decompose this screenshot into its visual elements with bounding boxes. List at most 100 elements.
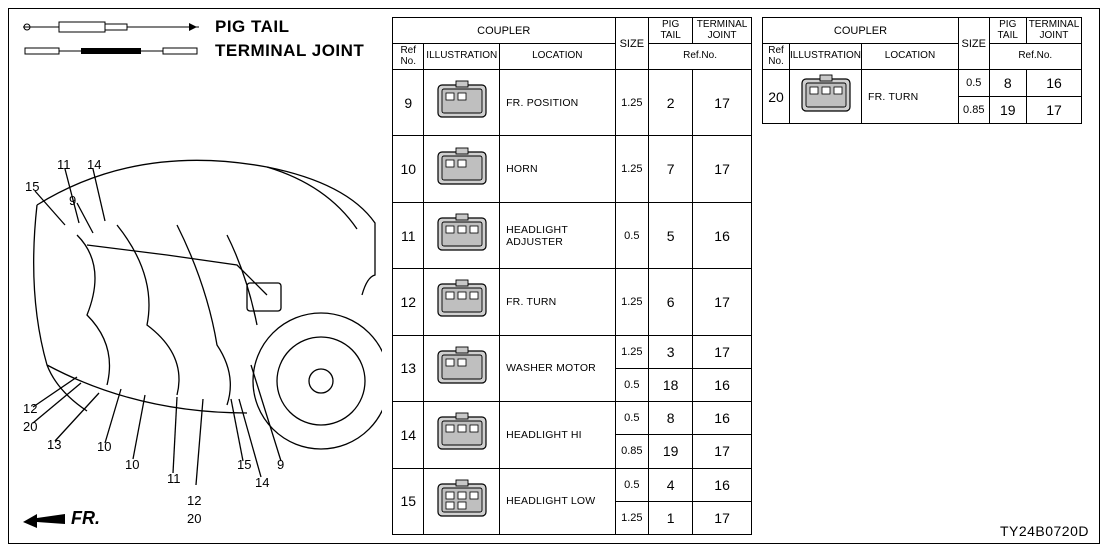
hdr-loc-2: LOCATION [862, 44, 959, 70]
vehicle-svg [17, 65, 382, 485]
cell-size: 1.25 [615, 70, 649, 136]
cell-ref: 9 [393, 70, 424, 136]
cell-ref: 12 [393, 269, 424, 335]
cell-pigtail: 1 [649, 501, 693, 534]
cell-size: 0.85 [615, 435, 649, 468]
hdr-tj-2: TERMINAL JOINT [1026, 18, 1081, 44]
cell-tj: 17 [693, 501, 752, 534]
hdr-pigtail-2: PIG TAIL [989, 18, 1026, 44]
cell-location: HORN [500, 136, 615, 202]
legend-tj-label: TERMINAL JOINT [215, 41, 364, 61]
callout: 10 [97, 439, 111, 454]
cell-tj: 16 [693, 402, 752, 435]
cell-illustration [424, 70, 500, 136]
cell-pigtail: 7 [649, 136, 693, 202]
cell-tj: 16 [693, 368, 752, 401]
vehicle-diagram: 11 14 15 9 12 20 13 10 10 11 15 9 12 20 … [17, 65, 382, 535]
callout: 20 [187, 511, 201, 526]
cell-tj: 17 [693, 435, 752, 468]
cell-pigtail: 19 [649, 435, 693, 468]
hdr-coupler: COUPLER [393, 18, 616, 44]
hdr-size: SIZE [615, 18, 649, 70]
fr-direction-tag: FR. [21, 508, 100, 529]
cell-illustration [424, 136, 500, 202]
cell-size: 0.85 [958, 97, 989, 124]
hdr-pigtail: PIG TAIL [649, 18, 693, 44]
table-row: 9 FR. POSITION1.25217 [393, 70, 752, 136]
cell-tj: 17 [693, 335, 752, 368]
cell-tj: 16 [693, 468, 752, 501]
hdr-refno: Ref.No. [649, 44, 752, 70]
cell-pigtail: 3 [649, 335, 693, 368]
cell-ref: 20 [763, 70, 790, 124]
hdr-loc: LOCATION [500, 44, 615, 70]
cell-location: WASHER MOTOR [500, 335, 615, 401]
hdr-ill: ILLUSTRATION [424, 44, 500, 70]
table-row: 12 FR. TURN1.25617 [393, 269, 752, 335]
cell-size: 1.25 [615, 501, 649, 534]
callout: 9 [69, 193, 76, 208]
table-row: 20 FR. TURN0.5816 [763, 70, 1082, 97]
cell-location: HEADLIGHT HI [500, 402, 615, 468]
cell-tj: 16 [693, 202, 752, 268]
cell-pigtail: 4 [649, 468, 693, 501]
callout: 11 [57, 157, 71, 172]
cell-tj: 17 [693, 269, 752, 335]
callout: 13 [47, 437, 61, 452]
cell-pigtail: 6 [649, 269, 693, 335]
table-row: 14 HEADLIGHT HI0.5816 [393, 402, 752, 435]
cell-location: HEADLIGHT ADJUSTER [500, 202, 615, 268]
pigtail-icon [21, 17, 201, 37]
cell-tj: 16 [1026, 70, 1081, 97]
terminal-joint-icon [21, 41, 201, 61]
cell-tj: 17 [693, 136, 752, 202]
callout: 14 [87, 157, 101, 172]
coupler-table-2: COUPLER SIZE PIG TAIL TERMINAL JOINT Ref… [762, 17, 1082, 124]
cell-size: 0.5 [615, 368, 649, 401]
cell-illustration [424, 269, 500, 335]
fr-label: FR. [71, 508, 100, 529]
right-panel: COUPLER SIZE PIG TAIL TERMINAL JOINT Ref… [762, 17, 1082, 535]
callout: 15 [237, 457, 251, 472]
cell-illustration [790, 70, 862, 124]
table-row: 15 HEADLIGHT LOW0.5416 [393, 468, 752, 501]
left-panel: PIG TAIL TERMINAL JOINT [17, 17, 382, 535]
hdr-size-2: SIZE [958, 18, 989, 70]
cell-illustration [424, 468, 500, 535]
hdr-ill-2: ILLUSTRATION [790, 44, 862, 70]
cell-size: 1.25 [615, 136, 649, 202]
cell-ref: 15 [393, 468, 424, 535]
cell-illustration [424, 402, 500, 468]
hdr-tj: TERMINAL JOINT [693, 18, 752, 44]
cell-size: 0.5 [615, 402, 649, 435]
legend-pigtail-label: PIG TAIL [215, 17, 290, 37]
callout: 12 [23, 401, 37, 416]
cell-illustration [424, 202, 500, 268]
legend-pigtail-row: PIG TAIL [17, 17, 382, 37]
cell-ref: 13 [393, 335, 424, 401]
cell-location: FR. TURN [862, 70, 959, 124]
cell-location: FR. POSITION [500, 70, 615, 136]
cell-size: 0.5 [958, 70, 989, 97]
callout: 15 [25, 179, 39, 194]
cell-pigtail: 19 [989, 97, 1026, 124]
part-number: TY24B0720D [1000, 523, 1089, 539]
cell-size: 0.5 [615, 202, 649, 268]
cell-tj: 17 [1026, 97, 1081, 124]
legend-tj-row: TERMINAL JOINT [17, 41, 382, 61]
cell-location: FR. TURN [500, 269, 615, 335]
callout: 14 [255, 475, 269, 490]
cell-ref: 14 [393, 402, 424, 468]
hdr-refno-2: Ref.No. [989, 44, 1081, 70]
cell-size: 1.25 [615, 335, 649, 368]
hdr-ref: Ref No. [393, 44, 424, 70]
cell-illustration [424, 335, 500, 401]
cell-ref: 10 [393, 136, 424, 202]
callout: 10 [125, 457, 139, 472]
table-row: 10 HORN1.25717 [393, 136, 752, 202]
cell-tj: 17 [693, 70, 752, 136]
cell-pigtail: 18 [649, 368, 693, 401]
coupler-table-1: COUPLER SIZE PIG TAIL TERMINAL JOINT Ref… [392, 17, 752, 535]
hdr-ref-2: Ref No. [763, 44, 790, 70]
callout: 9 [277, 457, 284, 472]
